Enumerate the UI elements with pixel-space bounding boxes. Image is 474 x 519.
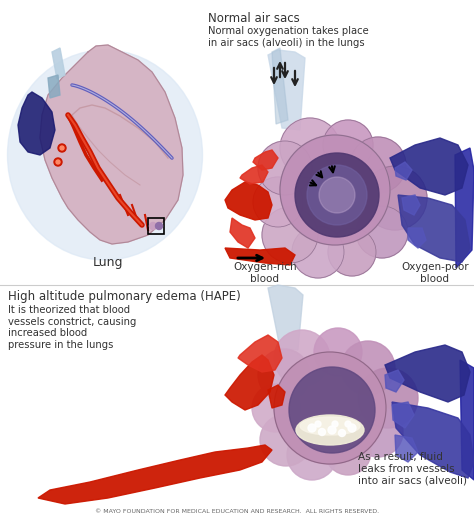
Circle shape xyxy=(262,207,318,263)
Polygon shape xyxy=(40,45,183,244)
Polygon shape xyxy=(390,138,468,195)
Circle shape xyxy=(274,330,330,386)
Text: It is theorized that blood
vessels constrict, causing
increased blood
pressure i: It is theorized that blood vessels const… xyxy=(8,305,137,350)
Polygon shape xyxy=(402,195,420,215)
Polygon shape xyxy=(395,162,412,180)
Circle shape xyxy=(155,223,163,229)
Text: © MAYO FOUNDATION FOR MEDICAL EDUCATION AND RESEARCH.  ALL RIGHTS RESERVED.: © MAYO FOUNDATION FOR MEDICAL EDUCATION … xyxy=(95,509,379,514)
Polygon shape xyxy=(240,165,268,184)
Circle shape xyxy=(319,429,326,435)
Polygon shape xyxy=(225,355,274,410)
Circle shape xyxy=(363,166,427,230)
Circle shape xyxy=(56,160,60,164)
Text: Oxygen-rich
blood: Oxygen-rich blood xyxy=(233,262,297,283)
Polygon shape xyxy=(268,385,285,408)
Polygon shape xyxy=(392,402,474,478)
Circle shape xyxy=(332,421,338,427)
Text: Lung: Lung xyxy=(93,256,123,269)
Circle shape xyxy=(274,352,386,464)
Polygon shape xyxy=(238,335,282,372)
Polygon shape xyxy=(385,345,470,402)
Circle shape xyxy=(323,120,373,170)
Circle shape xyxy=(341,341,395,395)
Text: As a result, fluid
leaks from vessels
into air sacs (alveoli): As a result, fluid leaks from vessels in… xyxy=(358,452,467,485)
Circle shape xyxy=(280,135,390,245)
Circle shape xyxy=(149,223,156,229)
Circle shape xyxy=(292,226,344,278)
Polygon shape xyxy=(268,50,305,130)
Circle shape xyxy=(252,384,300,432)
Polygon shape xyxy=(225,182,272,220)
Circle shape xyxy=(350,137,406,193)
Circle shape xyxy=(328,228,376,276)
Circle shape xyxy=(315,421,321,427)
Polygon shape xyxy=(230,218,255,248)
Text: Normal air sacs: Normal air sacs xyxy=(208,12,300,25)
Circle shape xyxy=(295,153,379,237)
Circle shape xyxy=(60,146,64,150)
Ellipse shape xyxy=(300,417,360,435)
Circle shape xyxy=(54,158,62,166)
Circle shape xyxy=(348,424,356,432)
Circle shape xyxy=(314,328,362,376)
Polygon shape xyxy=(268,285,303,350)
Circle shape xyxy=(325,429,371,475)
Circle shape xyxy=(58,144,66,152)
Polygon shape xyxy=(395,435,418,462)
Polygon shape xyxy=(18,92,55,155)
Polygon shape xyxy=(225,248,295,265)
Circle shape xyxy=(253,177,303,227)
Circle shape xyxy=(258,141,312,195)
Polygon shape xyxy=(38,445,272,504)
Text: Oxygen-poor
blood: Oxygen-poor blood xyxy=(401,262,469,283)
Ellipse shape xyxy=(8,50,202,260)
Polygon shape xyxy=(455,148,474,268)
Ellipse shape xyxy=(296,415,364,445)
Polygon shape xyxy=(398,195,470,262)
Circle shape xyxy=(353,407,403,457)
Circle shape xyxy=(260,414,312,466)
Circle shape xyxy=(258,349,310,401)
Polygon shape xyxy=(392,402,414,428)
Text: High altitude pulmonary edema (HAPE): High altitude pulmonary edema (HAPE) xyxy=(8,290,241,303)
Circle shape xyxy=(358,368,418,428)
Circle shape xyxy=(338,430,346,436)
Circle shape xyxy=(319,177,355,213)
Circle shape xyxy=(356,206,408,258)
Circle shape xyxy=(289,367,375,453)
Bar xyxy=(148,218,164,234)
Polygon shape xyxy=(52,48,65,79)
Polygon shape xyxy=(408,228,426,248)
Polygon shape xyxy=(48,75,60,98)
Circle shape xyxy=(328,426,336,434)
Polygon shape xyxy=(253,150,278,170)
Circle shape xyxy=(345,421,351,427)
Circle shape xyxy=(308,424,316,432)
Polygon shape xyxy=(272,48,288,124)
Circle shape xyxy=(307,165,367,225)
Circle shape xyxy=(287,430,337,480)
Circle shape xyxy=(280,118,340,178)
Polygon shape xyxy=(460,360,474,480)
Text: Normal oxygenation takes place
in air sacs (alveoli) in the lungs: Normal oxygenation takes place in air sa… xyxy=(208,26,369,48)
Polygon shape xyxy=(385,370,404,392)
